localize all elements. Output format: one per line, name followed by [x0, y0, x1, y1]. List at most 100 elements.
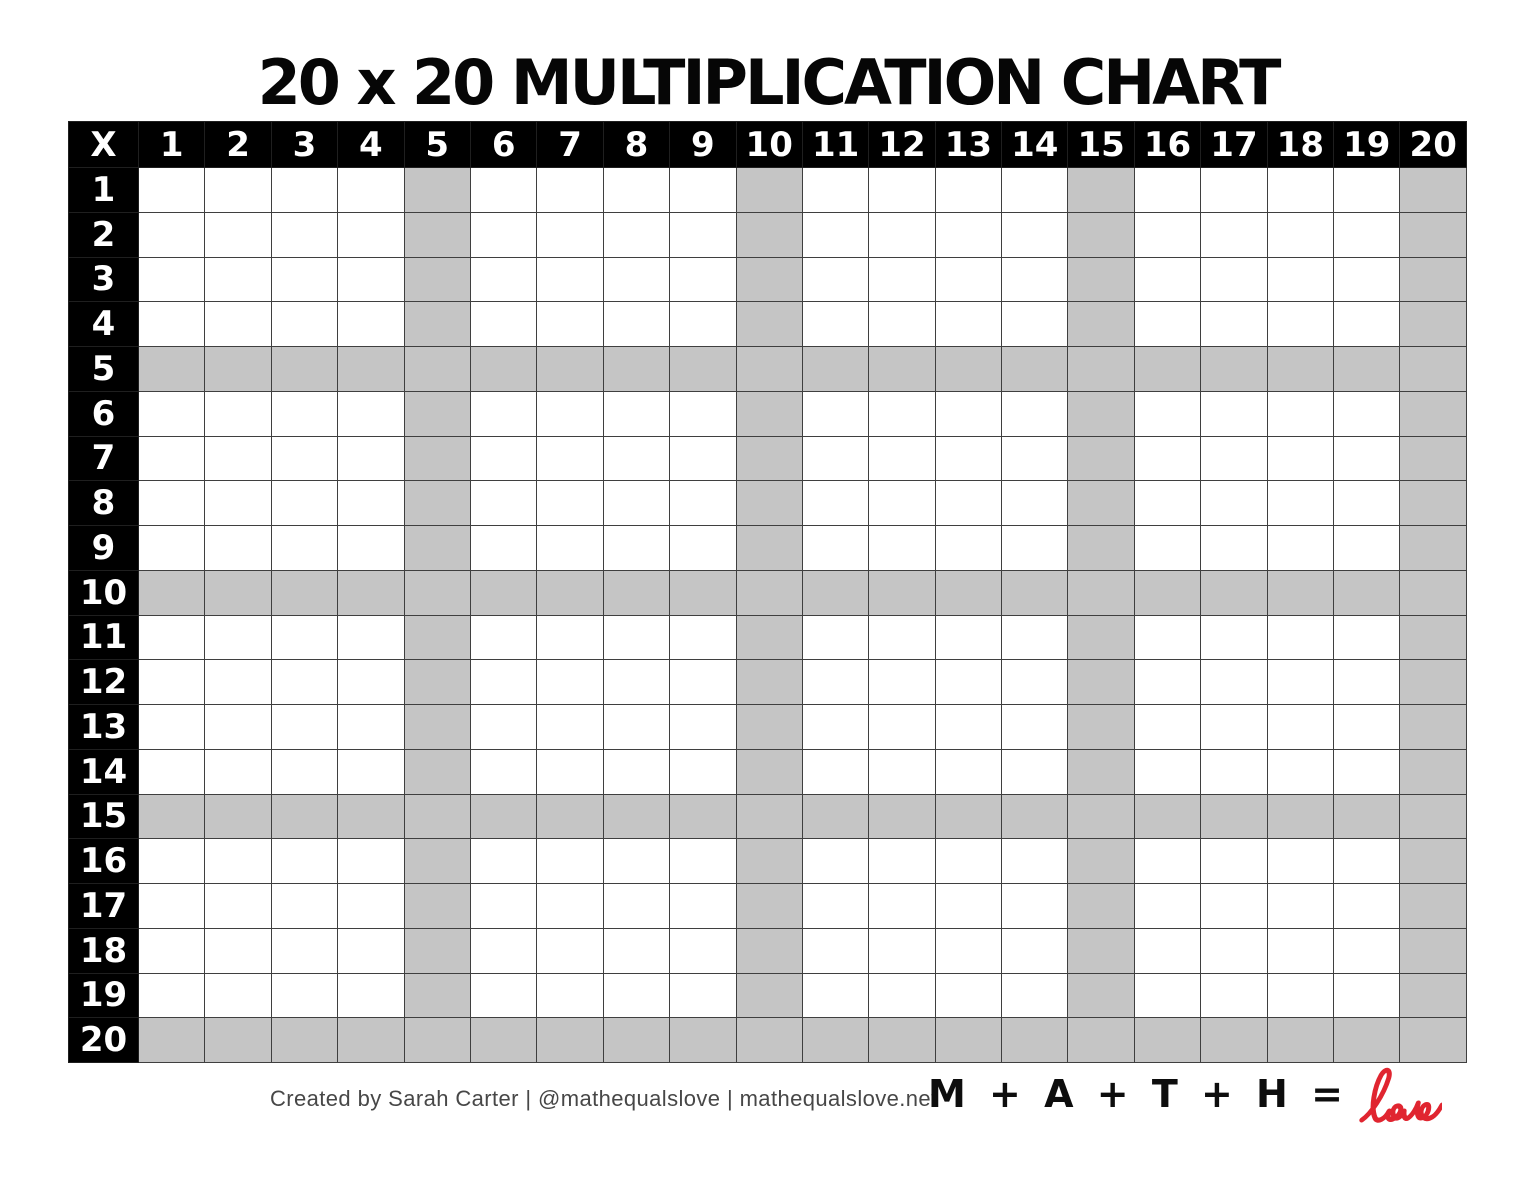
- grid-cell-13x10: [735, 704, 803, 750]
- grid-cell-7x13: [934, 435, 1003, 482]
- multiplication-grid: X 1 2 3 4 5 6 7 8 9 10 11 12 13 14 15 16 17 18 19 20 1 2 3 4 5 6 7 8…: [68, 121, 1467, 1063]
- grid-cell-9x12: [868, 525, 936, 571]
- grid-cell-1x8: [602, 167, 671, 213]
- grid-cell-4x15: [1067, 301, 1135, 347]
- grid-row-5: 5: [68, 346, 1467, 392]
- grid-cell-19x12: [868, 972, 936, 1019]
- grid-cell-16x11: [801, 838, 870, 884]
- attribution-text: Created by Sarah Carter | @mathequalslov…: [270, 1086, 938, 1111]
- grid-cell-8x6: [469, 480, 538, 526]
- grid-cell-18x6: [469, 927, 538, 974]
- grid-cell-19x14: [1001, 972, 1069, 1019]
- grid-cell-11x15: [1067, 614, 1135, 661]
- grid-cell-11x16: [1133, 614, 1202, 661]
- grid-cell-2x17: [1200, 211, 1268, 258]
- grid-cell-4x18: [1266, 301, 1335, 347]
- grid-cell-6x11: [801, 390, 870, 437]
- grid-cell-11x12: [868, 614, 936, 661]
- grid-cell-12x12: [868, 659, 936, 705]
- grid-cell-14x10: [735, 748, 803, 795]
- grid-cell-13x1: [137, 704, 206, 750]
- grid-cell-15x10: [735, 793, 803, 840]
- grid-cell-8x10: [735, 480, 803, 526]
- grid-cell-19x7: [536, 972, 604, 1019]
- grid-cell-9x6: [469, 525, 538, 571]
- grid-cell-5x20: [1399, 346, 1467, 392]
- grid-cell-8x13: [934, 480, 1003, 526]
- grid-cell-16x6: [469, 838, 538, 884]
- row-header-11: 11: [68, 614, 139, 661]
- grid-cell-5x13: [934, 346, 1003, 392]
- grid-cell-2x20: [1399, 211, 1467, 258]
- grid-cell-2x12: [868, 211, 936, 258]
- grid-cell-10x4: [337, 569, 405, 616]
- grid-cell-6x20: [1399, 390, 1467, 437]
- grid-cell-3x13: [934, 256, 1003, 303]
- column-header-3: 3: [270, 121, 339, 168]
- grid-cell-1x2: [204, 167, 272, 213]
- grid-cell-10x11: [801, 569, 870, 616]
- grid-cell-7x6: [469, 435, 538, 482]
- grid-cell-19x16: [1133, 972, 1202, 1019]
- grid-cell-13x17: [1200, 704, 1268, 750]
- grid-cell-5x7: [536, 346, 604, 392]
- grid-cell-4x14: [1001, 301, 1069, 347]
- grid-row-19: 19: [68, 972, 1467, 1019]
- grid-cell-19x13: [934, 972, 1003, 1019]
- grid-cell-5x4: [337, 346, 405, 392]
- grid-cell-10x17: [1200, 569, 1268, 616]
- grid-cell-2x5: [403, 211, 471, 258]
- grid-cell-14x19: [1333, 748, 1401, 795]
- grid-cell-3x3: [270, 256, 339, 303]
- grid-row-17: 17: [68, 883, 1467, 929]
- grid-cell-11x6: [469, 614, 538, 661]
- grid-cell-12x15: [1067, 659, 1135, 705]
- grid-cell-9x17: [1200, 525, 1268, 571]
- grid-cell-5x5: [403, 346, 471, 392]
- math-logo-text: M + A + T + H =: [928, 1072, 1348, 1116]
- grid-cell-13x20: [1399, 704, 1467, 750]
- grid-cell-6x6: [469, 390, 538, 437]
- row-header-10: 10: [68, 569, 139, 616]
- grid-cell-5x10: [735, 346, 803, 392]
- grid-row-11: 11: [68, 614, 1467, 661]
- row-header-14: 14: [68, 748, 139, 795]
- grid-cell-4x16: [1133, 301, 1202, 347]
- grid-cell-7x5: [403, 435, 471, 482]
- column-header-11: 11: [801, 121, 870, 168]
- grid-cell-8x8: [602, 480, 671, 526]
- grid-cell-5x6: [469, 346, 538, 392]
- grid-cell-10x13: [934, 569, 1003, 616]
- row-header-12: 12: [68, 659, 139, 705]
- grid-cell-1x20: [1399, 167, 1467, 213]
- grid-cell-13x6: [469, 704, 538, 750]
- grid-cell-20x5: [403, 1017, 471, 1063]
- grid-cell-7x10: [735, 435, 803, 482]
- grid-cell-11x9: [669, 614, 737, 661]
- grid-cell-11x2: [204, 614, 272, 661]
- grid-cell-3x10: [735, 256, 803, 303]
- grid-cell-11x4: [337, 614, 405, 661]
- grid-cell-12x10: [735, 659, 803, 705]
- grid-cell-5x14: [1001, 346, 1069, 392]
- grid-cell-6x3: [270, 390, 339, 437]
- grid-row-9: 9: [68, 525, 1467, 571]
- grid-cell-4x17: [1200, 301, 1268, 347]
- grid-cell-17x10: [735, 883, 803, 929]
- grid-cell-17x20: [1399, 883, 1467, 929]
- grid-cell-9x7: [536, 525, 604, 571]
- grid-cell-11x14: [1001, 614, 1069, 661]
- grid-cell-1x4: [337, 167, 405, 213]
- grid-cell-4x4: [337, 301, 405, 347]
- grid-cell-20x13: [934, 1017, 1003, 1063]
- grid-cell-20x8: [602, 1017, 671, 1063]
- grid-cell-1x18: [1266, 167, 1335, 213]
- grid-cell-5x3: [270, 346, 339, 392]
- grid-cell-3x16: [1133, 256, 1202, 303]
- grid-cell-7x14: [1001, 435, 1069, 482]
- grid-cell-12x20: [1399, 659, 1467, 705]
- grid-cell-10x12: [868, 569, 936, 616]
- grid-cell-11x18: [1266, 614, 1335, 661]
- grid-cell-14x7: [536, 748, 604, 795]
- grid-cell-14x13: [934, 748, 1003, 795]
